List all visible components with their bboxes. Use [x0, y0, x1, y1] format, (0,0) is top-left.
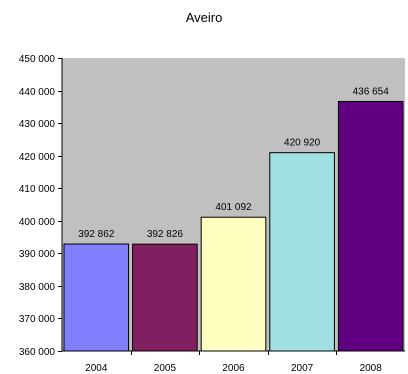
data-label: 392 826 [147, 229, 184, 240]
y-tick-label: 370 000 [19, 314, 56, 325]
y-tick-label: 420 000 [19, 152, 56, 163]
x-tick-label: 2006 [222, 363, 245, 374]
x-tick-label: 2008 [360, 363, 383, 374]
y-tick-label: 390 000 [19, 249, 56, 260]
bar-2006 [200, 216, 267, 352]
x-tick-label: 2004 [85, 363, 108, 374]
data-label: 420 920 [284, 138, 321, 149]
x-tick-label: 2007 [291, 363, 314, 374]
bar-2008 [337, 100, 404, 352]
chart-title: Aveiro [185, 10, 223, 25]
bar-2007 [269, 152, 335, 352]
y-tick-label: 450 000 [19, 54, 56, 65]
y-tick-label: 360 000 [19, 347, 56, 358]
bar-2005 [132, 243, 198, 352]
data-label: 401 092 [215, 202, 252, 213]
data-label: 436 654 [353, 86, 390, 97]
x-tick-label: 2005 [154, 363, 177, 374]
y-tick-label: 410 000 [19, 184, 56, 195]
y-tick-label: 430 000 [19, 119, 56, 130]
y-tick-label: 440 000 [19, 87, 56, 98]
bar-2004 [63, 243, 130, 352]
y-tick-label: 400 000 [19, 217, 56, 228]
y-tick-label: 380 000 [19, 282, 56, 293]
data-label: 392 862 [78, 229, 115, 240]
